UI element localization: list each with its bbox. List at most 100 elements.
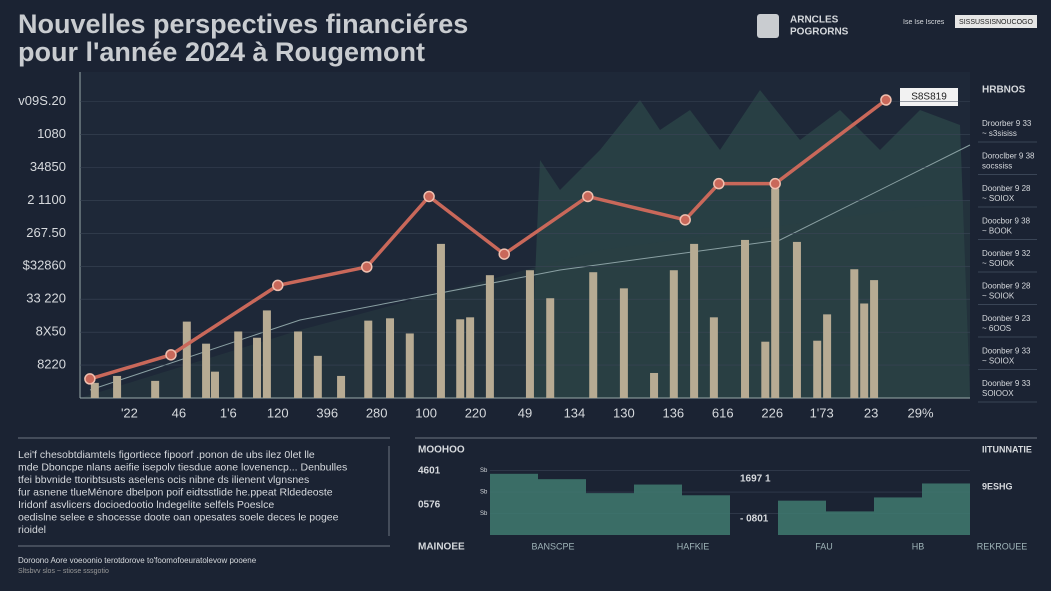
side-item: ~ SOIOX — [982, 357, 1015, 366]
x-tick-label: 136 — [662, 405, 684, 420]
point — [272, 279, 284, 292]
bar — [860, 303, 869, 398]
bar — [778, 500, 826, 535]
x-tick-label: 1'73 — [810, 405, 834, 420]
footnote: Sltsbvv slos ~ stiose sssgotio — [18, 568, 109, 575]
button-label[interactable]: SISSUSSISNOUCOGO — [959, 19, 1033, 26]
point — [713, 177, 725, 190]
bar — [485, 275, 494, 398]
bar — [586, 493, 634, 535]
point — [498, 248, 510, 260]
panel-label: 1697 1 — [740, 474, 771, 485]
side-item: Doonber 9 33 — [982, 379, 1031, 388]
y-tick-label: 8220 — [37, 357, 66, 372]
panel-label: 4601 — [418, 466, 441, 477]
bar — [922, 483, 970, 535]
paragraph-line: Lei'f chesobtdiamtels figortiece fipoorf… — [18, 449, 315, 461]
side-item: ~ BOOK — [982, 227, 1013, 236]
side-item: SOIOOX — [982, 389, 1014, 398]
bar — [709, 317, 718, 398]
paragraph-line: oedislne selee e shocesse doote oan opes… — [18, 511, 339, 523]
x-tick-label: 120 — [267, 405, 289, 420]
panel-label: 9ESHG — [982, 481, 1013, 491]
point — [880, 94, 892, 106]
bar — [202, 343, 211, 398]
side-item: socssiss — [982, 162, 1012, 171]
bar — [619, 288, 628, 398]
category-label: BANSCPE — [531, 541, 574, 551]
y-tick-label: 33 220 — [26, 291, 66, 306]
panel-label: 0576 — [418, 500, 441, 511]
side-item: Doonber 9 32 — [982, 249, 1031, 258]
bar — [850, 269, 859, 398]
x-tick-label: 100 — [415, 405, 437, 420]
x-tick-label: 29% — [908, 405, 934, 420]
paragraph-line: mde Dboncpe nlans aeifie isepolv tiesdue… — [18, 461, 347, 473]
point — [165, 349, 177, 361]
bar — [761, 341, 770, 398]
bar — [90, 382, 99, 398]
y-tick-label: 2 1100 — [27, 192, 66, 207]
paragraph-line: rioidel — [18, 524, 46, 536]
bar — [466, 317, 475, 398]
panel-label: - 0801 — [740, 514, 769, 525]
button[interactable] — [955, 15, 1037, 28]
y-tick-label: Sb — [480, 468, 488, 474]
x-tick-label: 49 — [518, 405, 532, 420]
bar — [182, 321, 191, 398]
paragraph-line: tfei bbvnide ttoribtsusts aselens ocis n… — [18, 474, 309, 486]
bar — [436, 243, 445, 398]
callout: S8S819 — [911, 92, 947, 103]
x-tick-label: 226 — [761, 405, 783, 420]
side-item: Doocbor 9 38 — [982, 217, 1031, 226]
point — [679, 214, 691, 226]
x-tick-label: 396 — [316, 405, 338, 420]
logo-text: POGRORNS — [790, 27, 849, 38]
y-tick-label: v09S.20 — [18, 93, 66, 108]
y-tick-label: 8X50 — [36, 324, 66, 339]
bar — [813, 340, 822, 398]
bar — [313, 355, 322, 398]
x-tick-label: 280 — [366, 405, 388, 420]
point — [84, 373, 96, 385]
bar — [826, 511, 874, 535]
side-item: Doonber 9 28 — [982, 184, 1031, 193]
logo-text: ARNCLES — [790, 15, 839, 26]
bar — [337, 375, 346, 398]
side-item: ~ s3sisiss — [982, 129, 1017, 138]
y-tick-label: Sb — [480, 511, 488, 517]
bar — [294, 331, 303, 398]
bar — [253, 337, 262, 398]
y-tick-label: 34850 — [30, 159, 66, 174]
point — [769, 177, 781, 190]
x-tick-label: 1'6 — [220, 405, 237, 420]
bar — [262, 310, 271, 398]
paragraph-line: fur asnene tlueMénore dbelpon poif eidts… — [18, 486, 333, 498]
bar — [874, 497, 922, 535]
bar — [792, 241, 801, 398]
category-label: FAU — [815, 541, 833, 551]
x-tick-label: 23 — [864, 405, 878, 420]
category-label: HB — [912, 541, 925, 551]
bar — [546, 298, 555, 398]
bar — [682, 495, 730, 535]
panel-label: MOOHOO — [418, 445, 465, 456]
title-line: pour l'année 2024 à Rougemont — [18, 37, 425, 67]
bar — [634, 484, 682, 535]
side-item: Doonber 9 23 — [982, 314, 1031, 323]
category-label: HAFKIE — [677, 541, 710, 551]
bar — [650, 372, 659, 398]
bar — [771, 188, 780, 398]
y-tick-label: Sb — [480, 490, 488, 496]
side-item: ~ 6OOS — [982, 324, 1011, 333]
bar — [151, 380, 160, 398]
logo-icon — [757, 14, 779, 38]
panel-label: IITUNNATIE — [982, 444, 1032, 454]
category-label: REKROUEE — [977, 541, 1028, 551]
paragraph-line: Iridonf asvlicers docioedootio lndegelit… — [18, 499, 274, 511]
bar — [490, 473, 538, 535]
side-item: Doonber 9 28 — [982, 282, 1031, 291]
bar — [669, 270, 678, 398]
y-tick-label: 267.50 — [26, 225, 66, 240]
bar — [113, 375, 122, 398]
